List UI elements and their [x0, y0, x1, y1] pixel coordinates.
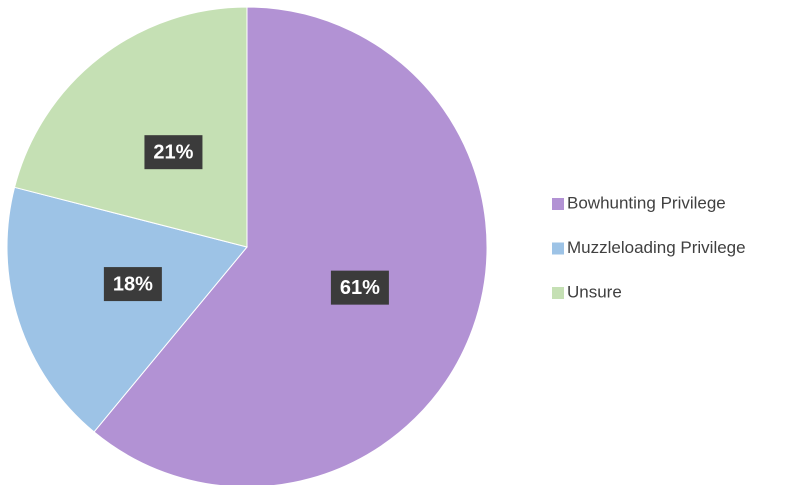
legend-label: Bowhunting Privilege: [567, 193, 726, 212]
data-label: 61%: [340, 277, 380, 299]
data-label-box: [103, 267, 162, 302]
data-label: 18%: [113, 273, 153, 295]
legend-swatch: [552, 198, 564, 210]
data-label: 21%: [153, 141, 193, 163]
pie-slice: [6, 186, 248, 433]
legend-label: Unsure: [567, 282, 622, 301]
data-label-box: [330, 270, 389, 305]
legend-label: Muzzleloading Privilege: [567, 238, 746, 257]
legend-swatch: [552, 287, 564, 299]
pie-slice: [13, 6, 248, 248]
data-label-box: [144, 135, 203, 170]
legend-swatch: [552, 242, 564, 255]
